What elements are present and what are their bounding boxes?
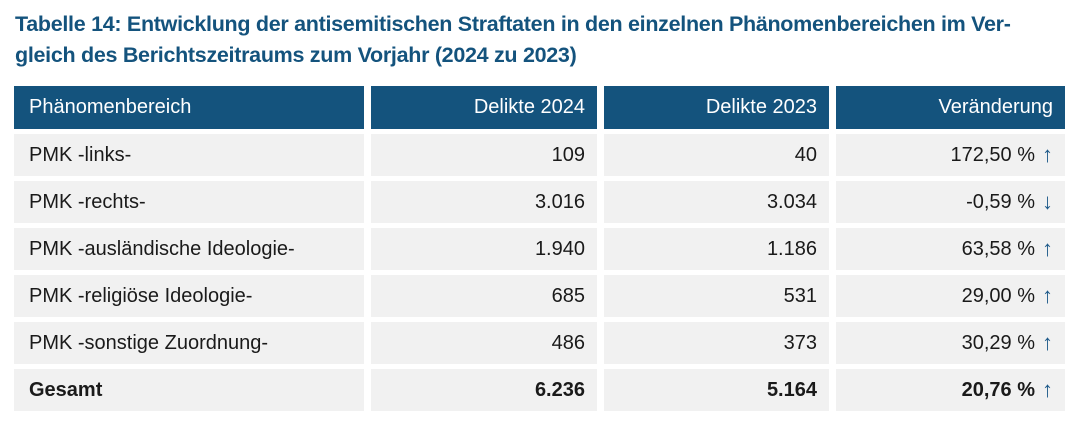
phenomena-crime-table: Phänomenbereich Delikte 2024 Delikte 202… xyxy=(14,86,1065,411)
row-change-cell: -0,59 % ↓ xyxy=(836,181,1065,223)
row-value-2024: 109 xyxy=(371,134,597,176)
row-value-2023: 3.034 xyxy=(604,181,829,223)
row-name: PMK -links- xyxy=(14,134,364,176)
trend-up-icon: ↑ xyxy=(1042,330,1053,355)
row-change-value: -0,59 % xyxy=(966,190,1035,213)
trend-up-icon: ↑ xyxy=(1042,236,1053,261)
table-caption-line-2: gleich des Berichtszeitraums zum Vorjahr… xyxy=(15,43,577,67)
column-header-veraenderung: Veränderung xyxy=(836,86,1065,129)
row-value-2023: 531 xyxy=(604,275,829,317)
table-caption-line-1: Tabelle 14: Entwicklung der antisemitisc… xyxy=(15,12,1011,36)
row-change-value: 29,00 % xyxy=(961,284,1035,307)
total-row-value-2024: 6.236 xyxy=(371,369,597,411)
row-change-value: 63,58 % xyxy=(961,237,1035,260)
total-row-change-cell: 20,76 % ↑ xyxy=(836,369,1065,411)
column-header-delikte-2023: Delikte 2023 xyxy=(604,86,829,129)
row-name: PMK -sonstige Zuordnung- xyxy=(14,322,364,364)
trend-down-icon: ↓ xyxy=(1042,189,1053,214)
row-value-2023: 40 xyxy=(604,134,829,176)
row-value-2024: 685 xyxy=(371,275,597,317)
total-row-value-2023: 5.164 xyxy=(604,369,829,411)
row-change-value: 30,29 % xyxy=(961,331,1035,354)
row-change-cell: 63,58 % ↑ xyxy=(836,228,1065,270)
row-change-value: 172,50 % xyxy=(950,143,1035,166)
total-row-change-value: 20,76 % xyxy=(961,378,1035,401)
row-change-cell: 30,29 % ↑ xyxy=(836,322,1065,364)
row-value-2024: 486 xyxy=(371,322,597,364)
column-header-delikte-2024: Delikte 2024 xyxy=(371,86,597,129)
row-value-2023: 1.186 xyxy=(604,228,829,270)
row-change-cell: 29,00 % ↑ xyxy=(836,275,1065,317)
row-value-2024: 3.016 xyxy=(371,181,597,223)
row-value-2023: 373 xyxy=(604,322,829,364)
column-header-phaenomenbereich: Phänomenbereich xyxy=(14,86,364,129)
row-name: PMK -religiöse Ideologie- xyxy=(14,275,364,317)
total-row-name: Gesamt xyxy=(14,369,364,411)
row-name: PMK -ausländische Ideologie- xyxy=(14,228,364,270)
row-name: PMK -rechts- xyxy=(14,181,364,223)
row-value-2024: 1.940 xyxy=(371,228,597,270)
trend-up-icon: ↑ xyxy=(1042,283,1053,308)
trend-up-icon: ↑ xyxy=(1042,142,1053,167)
table-caption: Tabelle 14: Entwicklung der antisemitisc… xyxy=(15,9,1070,71)
trend-up-icon: ↑ xyxy=(1042,377,1053,402)
row-change-cell: 172,50 % ↑ xyxy=(836,134,1065,176)
